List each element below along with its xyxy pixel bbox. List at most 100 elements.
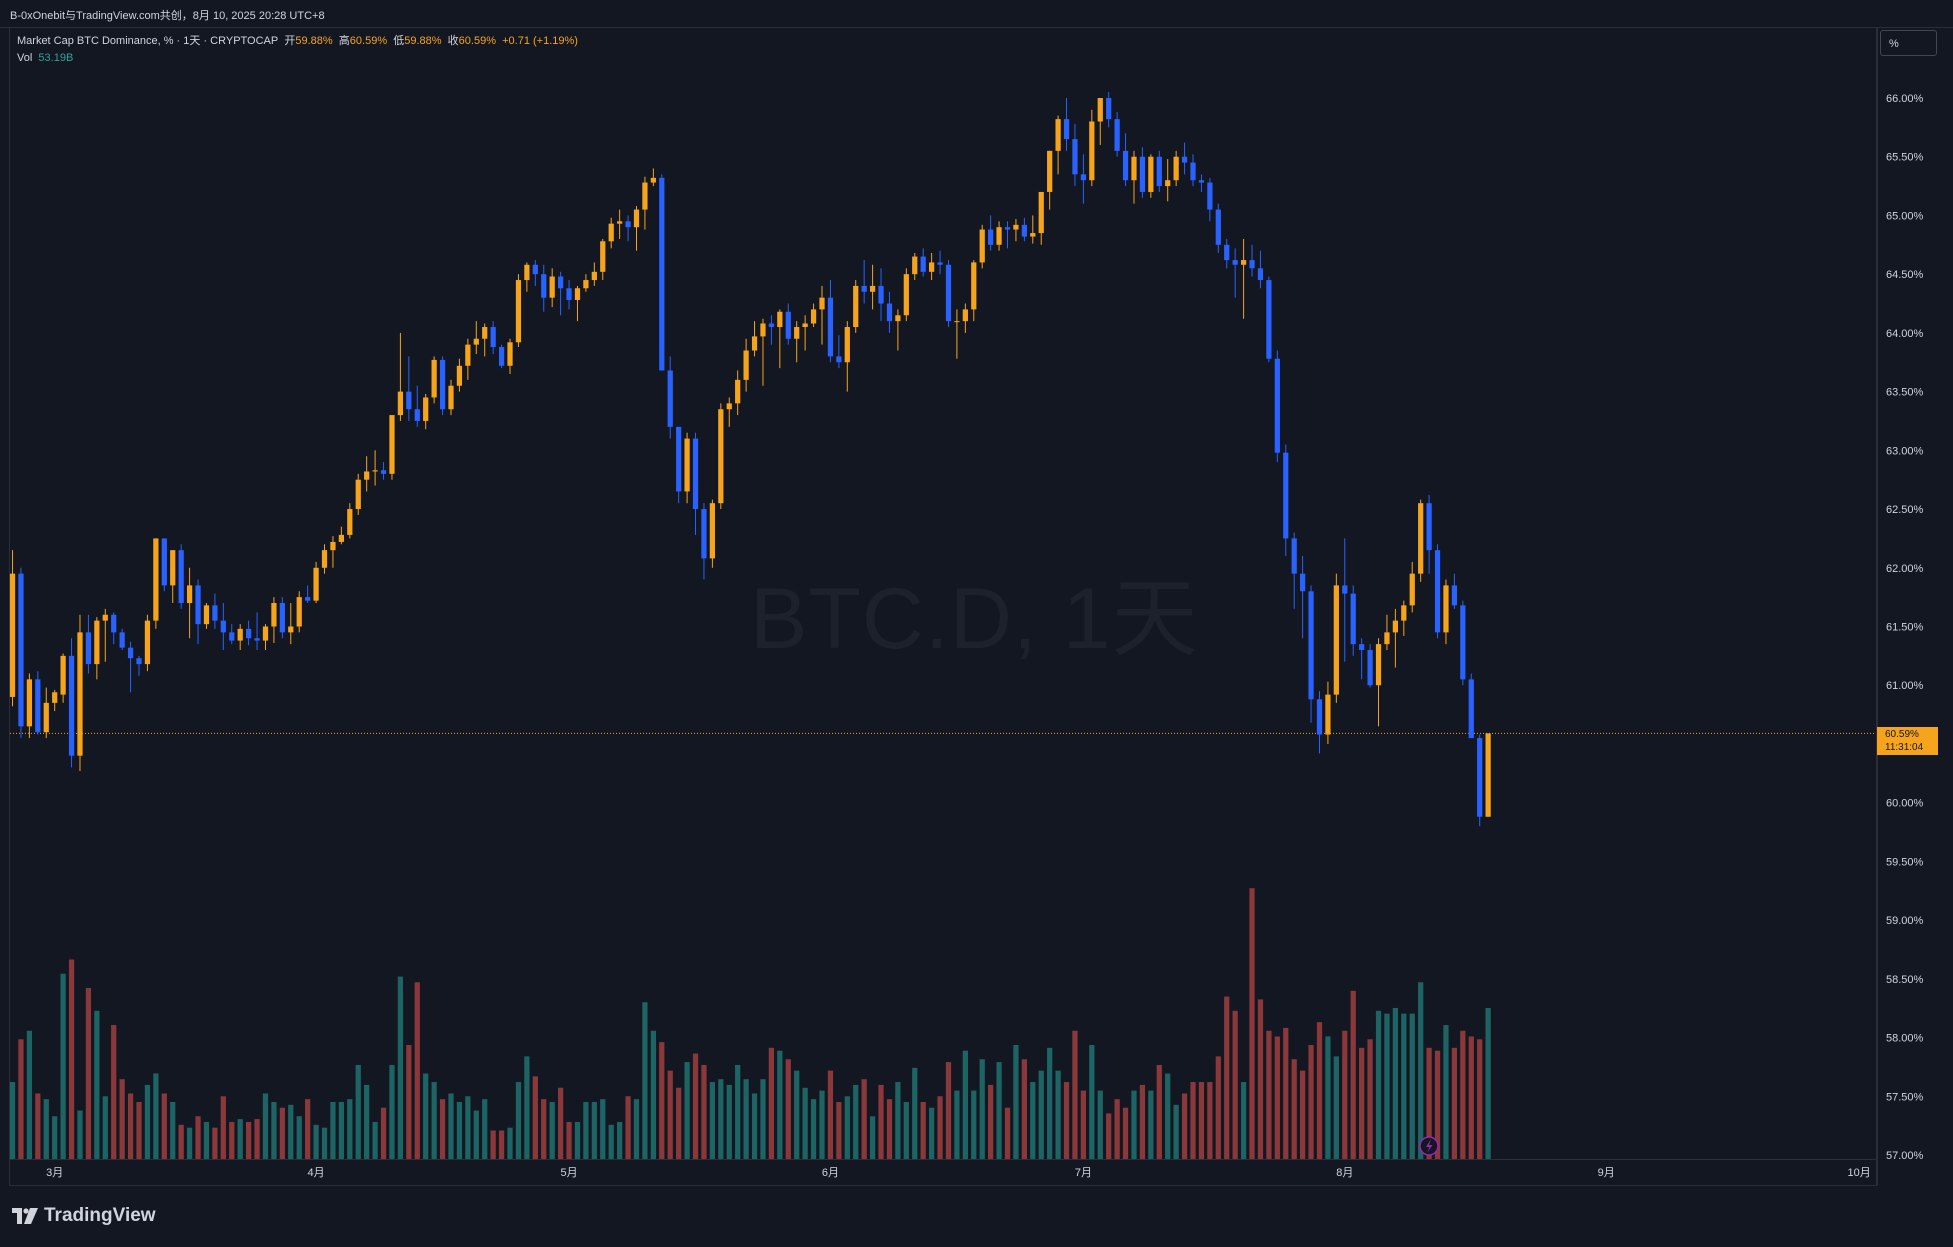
candle[interactable]	[60, 653, 66, 703]
candle[interactable]	[524, 262, 530, 292]
candle[interactable]	[229, 624, 235, 645]
candle[interactable]	[305, 585, 311, 604]
candle[interactable]	[1139, 147, 1146, 198]
candle[interactable]	[962, 303, 968, 333]
candle[interactable]	[954, 309, 960, 359]
candle[interactable]	[507, 338, 513, 374]
candle[interactable]	[431, 356, 437, 404]
candle[interactable]	[1485, 733, 1491, 817]
candle[interactable]	[43, 687, 49, 739]
candle[interactable]	[650, 168, 656, 187]
candle[interactable]	[1342, 538, 1348, 662]
candle[interactable]	[111, 612, 117, 645]
candle[interactable]	[642, 176, 648, 230]
candle[interactable]	[1072, 123, 1078, 187]
candle[interactable]	[633, 206, 640, 251]
candle[interactable]	[1004, 221, 1011, 249]
candle[interactable]	[1080, 154, 1087, 204]
candle[interactable]	[313, 561, 319, 604]
candle[interactable]	[1300, 556, 1306, 639]
candle[interactable]	[869, 264, 876, 310]
candle[interactable]	[52, 689, 58, 712]
candle[interactable]	[94, 617, 100, 680]
candle[interactable]	[541, 264, 547, 312]
candle[interactable]	[1165, 159, 1171, 202]
candle[interactable]	[1173, 150, 1179, 187]
candle[interactable]	[1249, 244, 1255, 277]
candle[interactable]	[389, 415, 395, 480]
candle[interactable]	[1047, 150, 1053, 210]
candle[interactable]	[414, 385, 420, 427]
candle[interactable]	[195, 579, 201, 645]
legend-symbol[interactable]: Market Cap BTC Dominance, % · 1天 · CRYPT…	[17, 35, 279, 47]
candle[interactable]	[1375, 638, 1382, 727]
candle[interactable]	[153, 538, 159, 629]
candle[interactable]	[971, 260, 977, 322]
candle[interactable]	[330, 536, 336, 568]
candle[interactable]	[288, 603, 294, 645]
candle[interactable]	[515, 274, 522, 347]
candle[interactable]	[574, 285, 581, 322]
candle[interactable]	[1131, 150, 1137, 204]
candle[interactable]	[448, 379, 454, 416]
candle[interactable]	[1114, 112, 1120, 157]
candle[interactable]	[802, 315, 808, 351]
candle[interactable]	[920, 248, 926, 277]
candle[interactable]	[1409, 561, 1415, 613]
candle[interactable]	[844, 321, 850, 392]
candle[interactable]	[1232, 248, 1238, 298]
candle[interactable]	[473, 321, 479, 355]
candle[interactable]	[1333, 573, 1339, 703]
candle[interactable]	[1156, 150, 1162, 192]
candle[interactable]	[406, 356, 412, 421]
candle[interactable]	[498, 344, 505, 369]
candle[interactable]	[937, 250, 943, 275]
candle[interactable]	[482, 323, 488, 357]
candle[interactable]	[423, 393, 429, 430]
candle[interactable]	[321, 544, 328, 574]
candle[interactable]	[1106, 92, 1112, 128]
candle[interactable]	[667, 356, 673, 439]
candle[interactable]	[1392, 608, 1398, 668]
candle[interactable]	[338, 526, 344, 545]
candle[interactable]	[85, 614, 92, 674]
candle[interactable]	[768, 315, 775, 345]
candle[interactable]	[836, 335, 842, 369]
candle[interactable]	[35, 671, 41, 735]
candle[interactable]	[1384, 614, 1390, 650]
candle[interactable]	[1418, 499, 1424, 582]
candle[interactable]	[743, 338, 749, 392]
candle[interactable]	[296, 591, 302, 633]
candle[interactable]	[186, 567, 193, 639]
candle[interactable]	[549, 268, 555, 308]
candle[interactable]	[861, 260, 867, 304]
candle[interactable]	[1181, 142, 1188, 175]
candle[interactable]	[77, 614, 83, 771]
candle[interactable]	[1224, 238, 1230, 269]
candle[interactable]	[144, 614, 151, 672]
candle[interactable]	[760, 318, 766, 386]
candle[interactable]	[136, 655, 142, 676]
candle[interactable]	[127, 641, 134, 693]
candle[interactable]	[777, 309, 783, 369]
candle[interactable]	[26, 673, 33, 739]
candle[interactable]	[600, 238, 606, 281]
candle[interactable]	[1266, 276, 1272, 363]
candle[interactable]	[220, 603, 226, 650]
candle[interactable]	[676, 426, 682, 504]
candle[interactable]	[1274, 350, 1280, 463]
candle[interactable]	[439, 356, 446, 416]
candle[interactable]	[1350, 585, 1356, 656]
candle[interactable]	[271, 597, 277, 643]
candle[interactable]	[718, 403, 724, 510]
candle[interactable]	[212, 593, 218, 629]
candle[interactable]	[819, 285, 825, 345]
candle[interactable]	[1055, 115, 1061, 175]
candle[interactable]	[397, 332, 404, 421]
candle[interactable]	[557, 271, 564, 316]
candle[interactable]	[608, 217, 614, 249]
candle[interactable]	[347, 503, 353, 539]
candle[interactable]	[1308, 585, 1314, 723]
candle[interactable]	[1291, 532, 1297, 609]
